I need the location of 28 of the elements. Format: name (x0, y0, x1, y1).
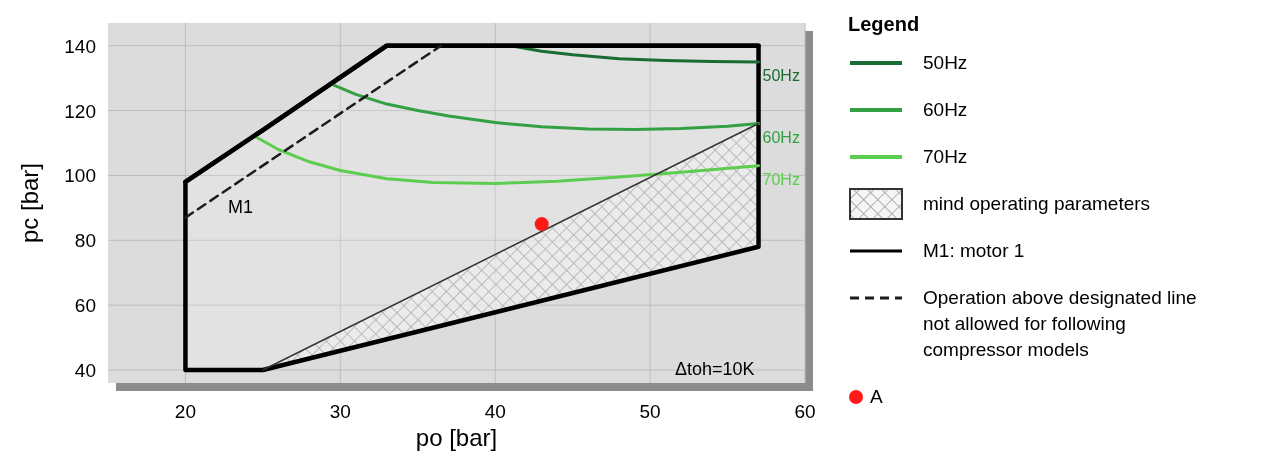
y-tick-label: 100 (64, 165, 96, 187)
legend-label: 50Hz (923, 52, 968, 73)
x-tick-label: 40 (484, 401, 506, 422)
y-tick-label: 80 (74, 230, 96, 252)
text: 50Hz (762, 66, 800, 84)
legend-label: 60Hz (923, 99, 968, 120)
text: 70Hz (762, 170, 800, 188)
legend-label: A (870, 386, 883, 407)
y-tick-label: 60 (74, 295, 96, 317)
annotation: M1 (228, 197, 254, 217)
legend-title: Legend (848, 13, 920, 35)
line-series (331, 83, 761, 131)
y-tick-label: 40 (74, 360, 96, 382)
line-series (253, 135, 761, 186)
y-tick-label: 120 (64, 100, 96, 122)
x-tick-label: 50 (639, 401, 661, 422)
annotation: Δtoh=10K (675, 359, 755, 379)
legend-label: M1: motor 1 (923, 240, 1025, 261)
legend-label: 70Hz (923, 146, 968, 167)
x-tick-label: 60 (794, 401, 816, 422)
x-tick-label: 30 (329, 401, 351, 422)
text: 60Hz (762, 128, 800, 146)
y-axis-title: pc [bar] (16, 162, 43, 244)
legend-label: Operation above designated line not allowed for following compressor models (923, 287, 1197, 360)
x-tick-label: 20 (174, 401, 197, 422)
x-axis-title: po [bar] (415, 424, 498, 451)
legend-label: mind operating parameters (923, 193, 1151, 214)
y-tick-label: 140 (64, 35, 96, 57)
